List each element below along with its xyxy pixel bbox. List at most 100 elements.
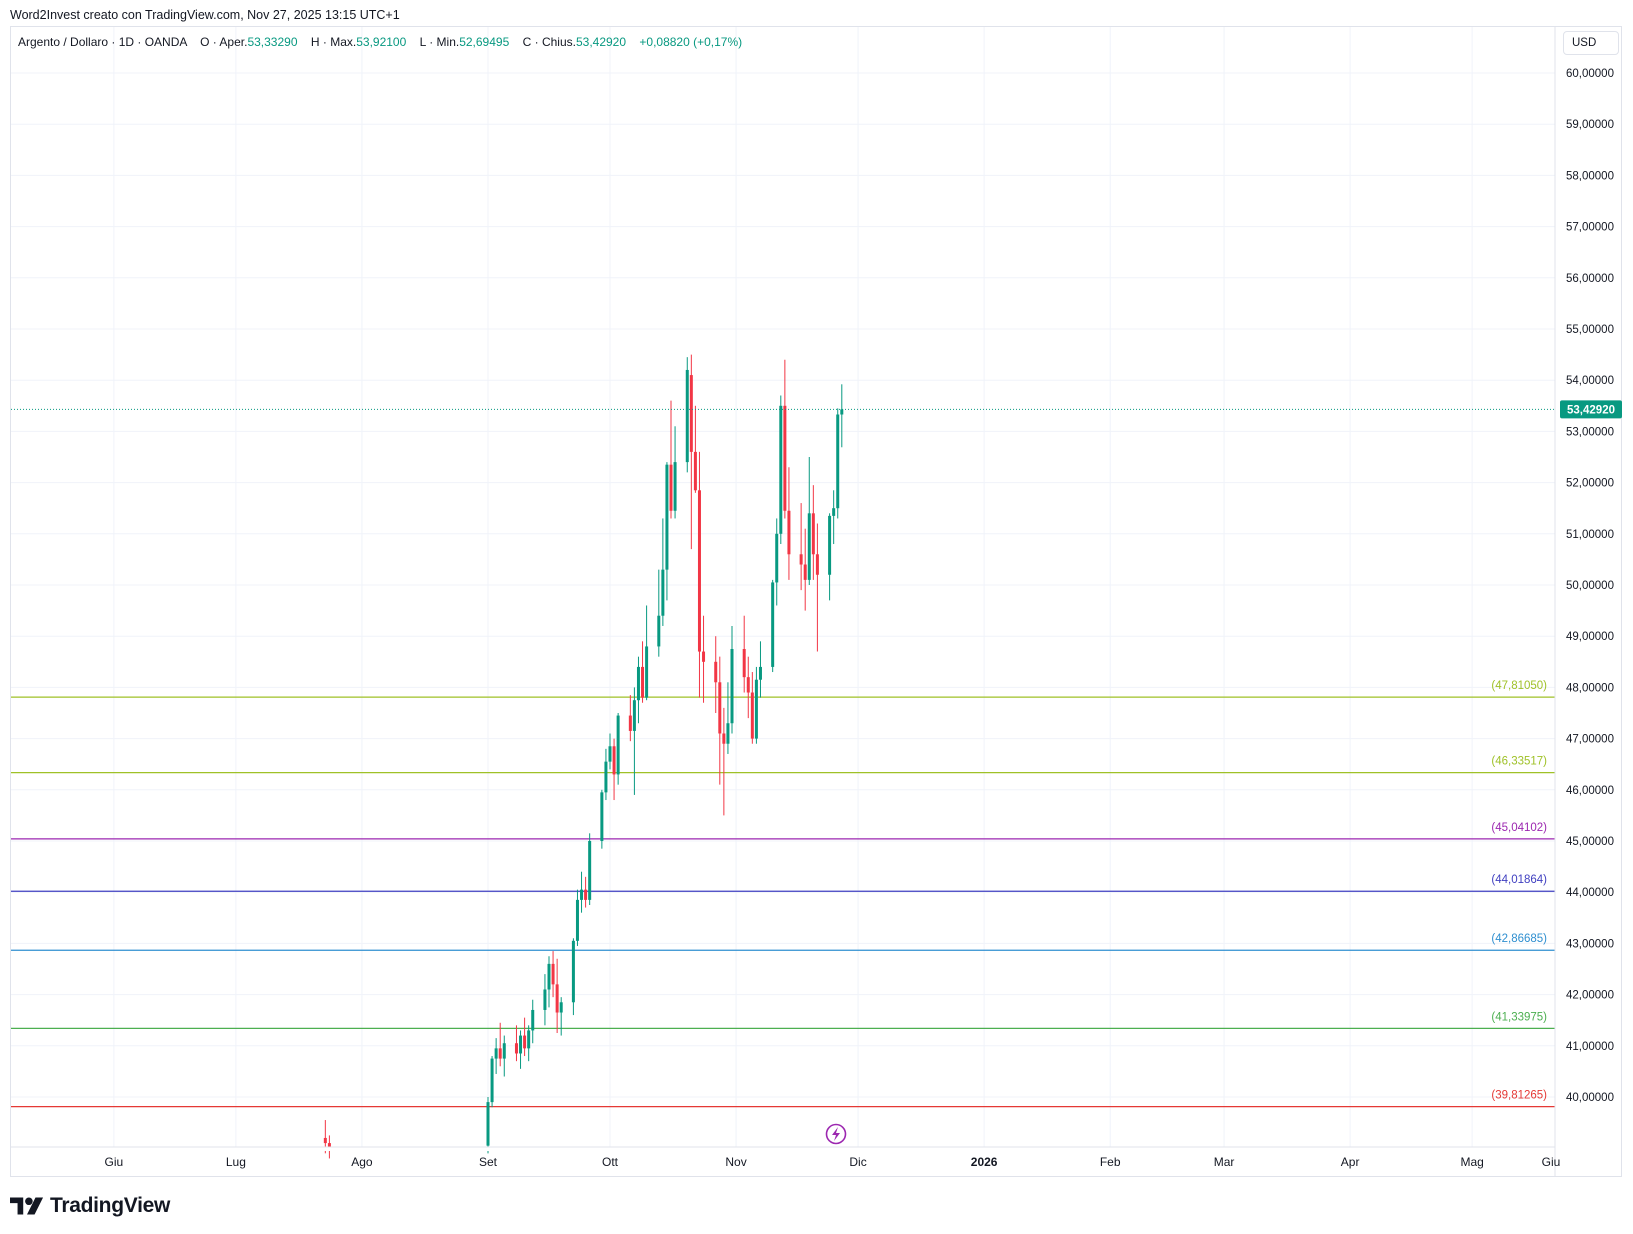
candle-body [657, 615, 661, 647]
candle-body [779, 405, 783, 534]
candle-body [771, 582, 775, 667]
x-tick-label: 2026 [971, 1155, 998, 1169]
y-tick-label: 54,00000 [1566, 375, 1614, 387]
candle-body [832, 508, 836, 516]
candle-body [571, 940, 575, 1003]
candle-body [693, 451, 697, 491]
candle-body [494, 1048, 498, 1059]
candle-body [730, 649, 734, 724]
candle-body [718, 682, 722, 734]
x-tick-label: Feb [1100, 1155, 1121, 1169]
candle-body [750, 692, 754, 739]
level-label: (41,33975) [1491, 1011, 1547, 1023]
candle-body [608, 746, 612, 762]
x-tick-label: Nov [725, 1155, 746, 1169]
y-tick-label: 40,00000 [1566, 1092, 1614, 1104]
y-tick-label: 58,00000 [1566, 170, 1614, 182]
candle-body [502, 1043, 506, 1059]
y-tick-label: 48,00000 [1566, 682, 1614, 694]
symbol-name[interactable]: Argento / Dollaro · 1D · OANDA [18, 35, 187, 49]
candle-body [486, 1102, 490, 1146]
y-tick-label: 46,00000 [1566, 785, 1614, 797]
y-tick-label: 41,00000 [1566, 1041, 1614, 1053]
y-tick-label: 51,00000 [1566, 529, 1614, 541]
tradingview-brand[interactable]: TradingView [10, 1194, 170, 1218]
low-label: L · Min. [419, 35, 460, 49]
event-flash-icon[interactable] [825, 1123, 847, 1145]
candle-body [490, 1058, 494, 1103]
candle-body [580, 889, 584, 900]
y-tick-label: 57,00000 [1566, 222, 1614, 234]
horizontal-levels: (47,81050) (46,33517) (45,04102) (44,01864)… [11, 680, 1555, 1108]
x-tick-label: Lug [226, 1155, 246, 1169]
candle-body [702, 651, 706, 662]
level-label: (44,01864) [1491, 874, 1547, 886]
candle-body [811, 513, 815, 555]
candle-body [714, 661, 718, 683]
open-label: O · Aper. [200, 35, 248, 49]
candle-body [628, 715, 632, 731]
close-label: C · Chius. [522, 35, 576, 49]
candle-body [555, 984, 559, 1013]
open-value: 53,33290 [247, 35, 298, 49]
candle-body [616, 715, 620, 775]
high-label: H · Max. [310, 35, 357, 49]
grid [11, 27, 1555, 1147]
candle-body [531, 1009, 535, 1031]
candle-body [726, 723, 730, 744]
y-tick-label: 44,00000 [1566, 887, 1614, 899]
x-tick-label: Giu [105, 1155, 124, 1169]
price-axis[interactable]: 60,00000 59,00000 58,00000 57,00000 56,00000… [1554, 27, 1614, 1177]
x-tick-label: Mag [1460, 1155, 1483, 1169]
chart-frame [10, 26, 1622, 1177]
candle-body [669, 464, 673, 511]
x-tick-label: Giu [1542, 1155, 1561, 1169]
candle-body [661, 569, 665, 616]
candle-body [685, 369, 689, 463]
y-tick-label: 55,00000 [1566, 324, 1614, 336]
candle-body [815, 554, 819, 575]
candle-body [840, 409, 844, 415]
time-axis[interactable]: MagGiuLugAgoSetOttNovDic2026FebMarAprMag… [0, 1146, 1561, 1169]
candle-body [673, 462, 677, 511]
candle-body [746, 677, 750, 693]
candle-body [600, 792, 604, 841]
candle-body [828, 515, 832, 575]
chart-credit: Word2Invest creato con TradingView.com, … [10, 8, 400, 22]
candle-body [612, 746, 616, 775]
candle-body [588, 841, 592, 900]
y-tick-label: 45,00000 [1566, 836, 1614, 848]
candle-body [803, 564, 807, 580]
y-tick-label: 59,00000 [1566, 119, 1614, 131]
change-value: +0,08820 (+0,17%) [639, 35, 743, 49]
x-tick-label: Dic [849, 1155, 866, 1169]
level-label: (45,04102) [1491, 822, 1547, 834]
level-label: (46,33517) [1491, 756, 1547, 768]
candle-body [722, 733, 726, 744]
candle-body [604, 761, 608, 793]
candle-body [754, 679, 758, 739]
candle-body [807, 513, 811, 580]
low-value: 52,69495 [459, 35, 510, 49]
candle-body [523, 1035, 527, 1049]
y-tick-label: 49,00000 [1566, 631, 1614, 643]
x-tick-label: Ott [602, 1155, 619, 1169]
candle-body [636, 666, 640, 701]
x-tick-label: Set [479, 1155, 498, 1169]
candle-body [775, 533, 779, 583]
x-tick-label: Apr [1341, 1155, 1360, 1169]
brand-name: TradingView [50, 1194, 171, 1217]
y-tick-label: 47,00000 [1566, 734, 1614, 746]
candle-body [323, 1137, 327, 1144]
y-tick-label: 60,00000 [1566, 68, 1614, 80]
candle-body [665, 464, 669, 570]
candle-body [645, 646, 649, 698]
candle-body [547, 963, 551, 990]
tradingview-logo-icon [10, 1197, 44, 1215]
x-tick-label: Ago [351, 1155, 373, 1169]
level-label: (42,86685) [1491, 933, 1547, 945]
candle-body [575, 899, 579, 941]
currency-button[interactable]: USD [1563, 31, 1619, 55]
last-price-label: 53,42920 [1567, 404, 1615, 416]
